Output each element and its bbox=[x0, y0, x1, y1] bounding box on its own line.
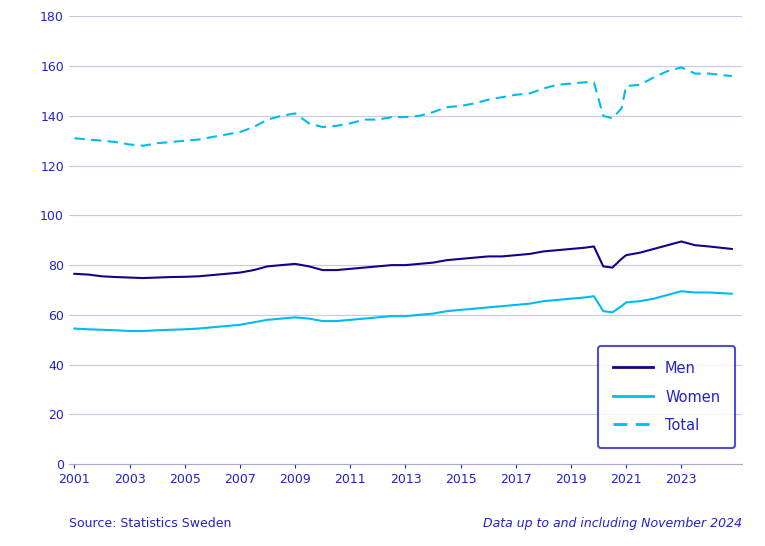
Text: Source: Statistics Sweden: Source: Statistics Sweden bbox=[69, 517, 231, 530]
Legend: Men, Women, Total: Men, Women, Total bbox=[598, 346, 734, 448]
Text: Data up to and including November 2024: Data up to and including November 2024 bbox=[483, 517, 742, 530]
